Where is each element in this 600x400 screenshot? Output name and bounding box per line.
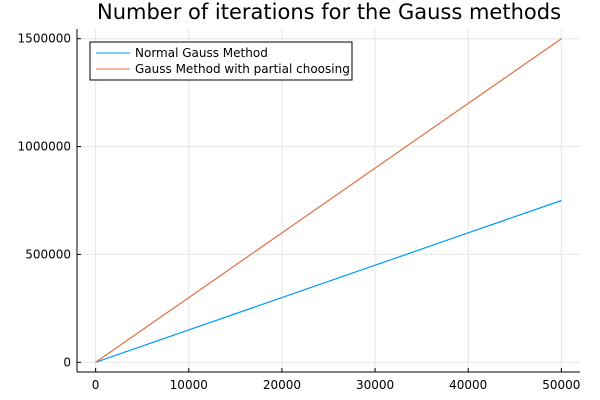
y-tick-label: 1500000 — [18, 32, 71, 46]
legend-box — [89, 41, 353, 81]
y-tick-label: 500000 — [25, 247, 71, 261]
series-line-normal-gauss — [95, 199, 562, 363]
x-tick-label: 0 — [92, 378, 100, 392]
grid — [77, 29, 580, 372]
x-axis-ticks: 0 10000 20000 30000 40000 50000 — [92, 368, 580, 392]
x-tick-label: 10000 — [170, 378, 208, 392]
chart-title: Number of iterations for the Gauss metho… — [97, 0, 561, 24]
legend: Normal Gauss Method Gauss Method with pa… — [89, 41, 353, 81]
x-tick-label: 20000 — [263, 378, 301, 392]
series-line-partial-choosing — [95, 38, 562, 363]
y-tick-label: 1000000 — [18, 140, 71, 154]
axes — [76, 29, 580, 373]
series-lines — [95, 38, 562, 363]
x-tick-label: 50000 — [542, 378, 580, 392]
x-tick-label: 30000 — [356, 378, 394, 392]
x-tick-label: 40000 — [449, 378, 487, 392]
legend-label-normal-gauss: Normal Gauss Method — [135, 46, 268, 60]
legend-label-partial-choosing: Gauss Method with partial choosing — [135, 62, 350, 76]
y-axis-ticks: 0 500000 1000000 1500000 — [18, 32, 81, 369]
y-tick-label: 0 — [63, 355, 71, 369]
